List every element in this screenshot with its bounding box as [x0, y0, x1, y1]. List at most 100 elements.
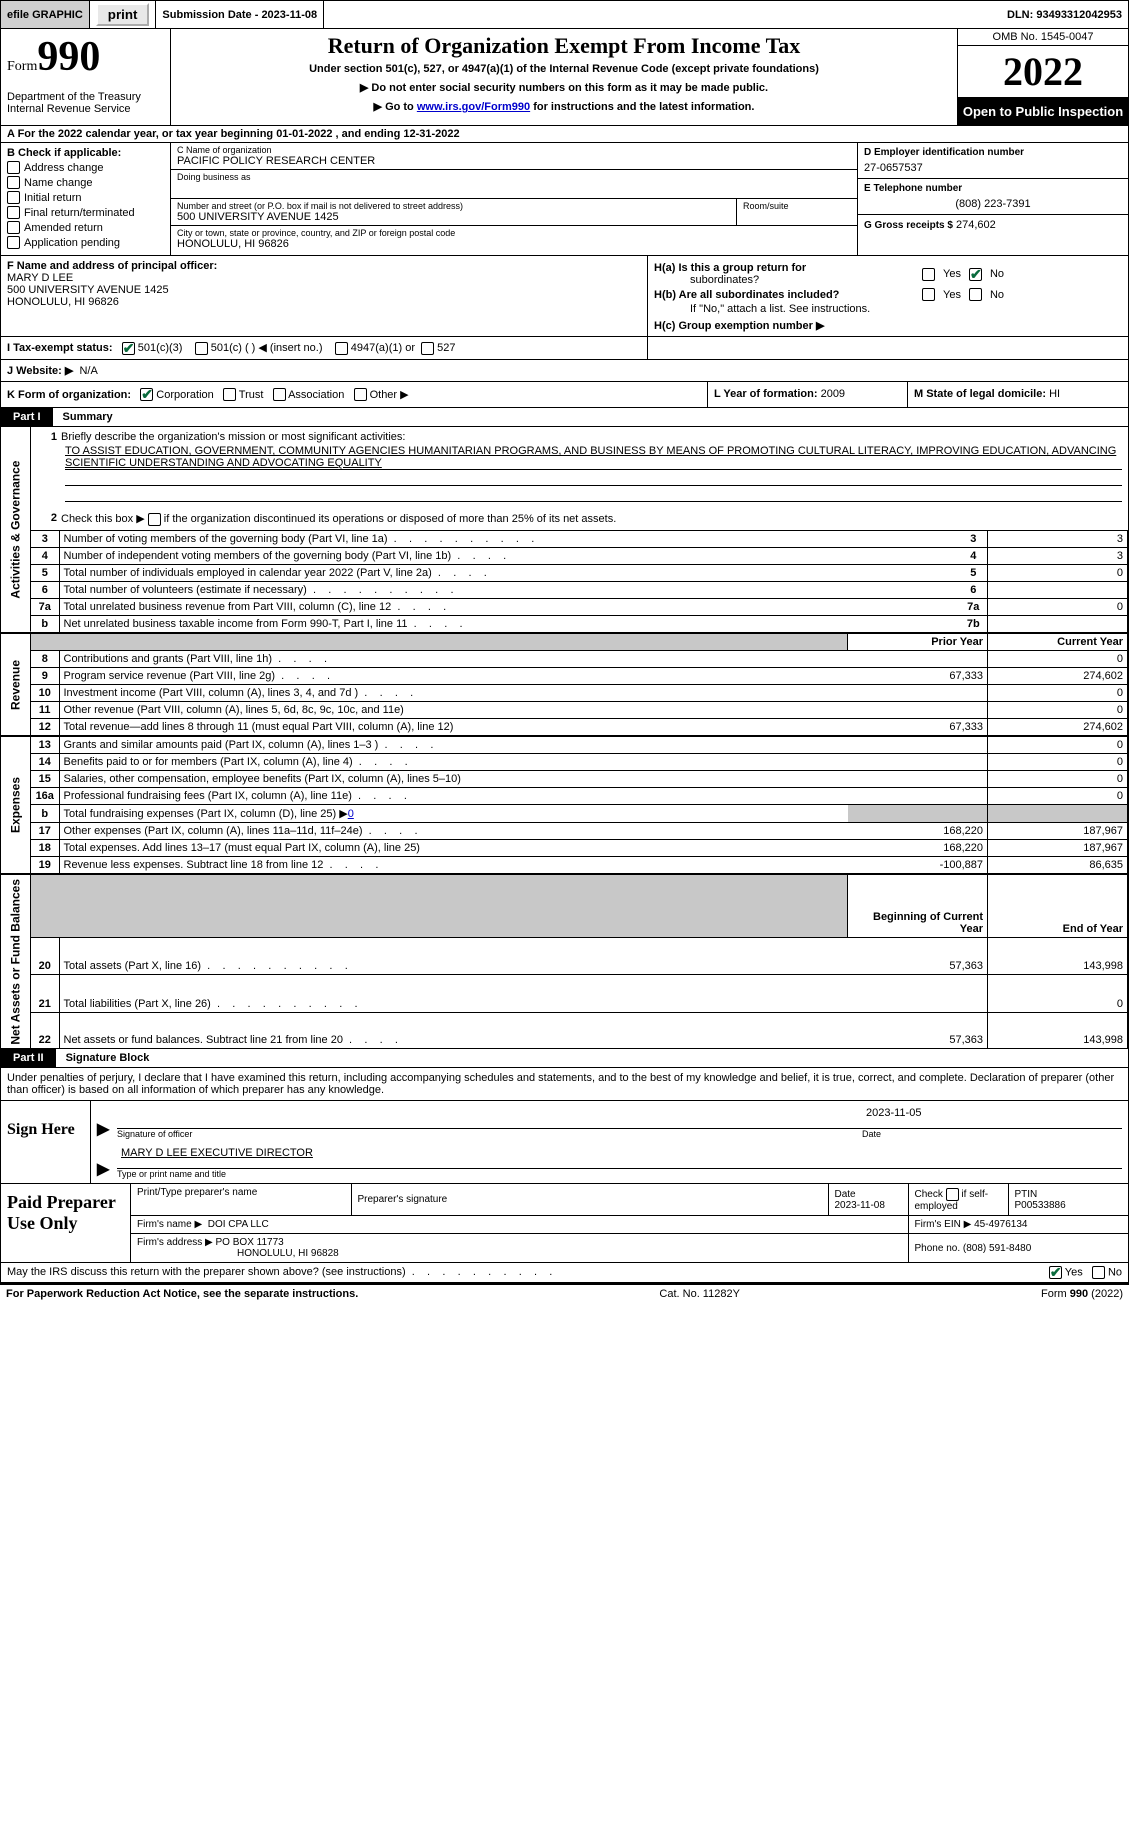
org-name: PACIFIC POLICY RESEARCH CENTER — [177, 155, 851, 167]
table-row: 16aProfessional fundraising fees (Part I… — [31, 787, 1128, 804]
table-row: 17Other expenses (Part IX, column (A), l… — [31, 822, 1128, 839]
officer-name: MARY D LEE — [7, 272, 641, 284]
irs-link[interactable]: www.irs.gov/Form990 — [417, 101, 530, 113]
table-row: 5 Total number of individuals employed i… — [31, 564, 1128, 581]
ha-yes-checkbox[interactable] — [922, 268, 935, 281]
chk-discontinued[interactable] — [148, 513, 161, 526]
hb-yes-checkbox[interactable] — [922, 288, 935, 301]
name-sublabel: Type or print name and title — [117, 1169, 1122, 1179]
form-subtitle: Under section 501(c), 527, or 4947(a)(1)… — [177, 63, 951, 75]
org-name-cell: C Name of organization PACIFIC POLICY RE… — [171, 143, 857, 170]
room-label: Room/suite — [743, 201, 851, 211]
ein-cell: D Employer identification number 27-0657… — [858, 143, 1128, 179]
officer-addr2: HONOLULU, HI 96826 — [7, 296, 641, 308]
checkbox-icon — [7, 191, 20, 204]
prep-self-cell: Check if self-employed — [908, 1184, 1008, 1216]
topbar-spacer — [324, 1, 1001, 28]
hb-note: If "No," attach a list. See instructions… — [654, 303, 1122, 315]
firm-ein-cell: Firm's EIN ▶ 45-4976134 — [908, 1216, 1128, 1234]
chk-trust[interactable] — [223, 388, 236, 401]
table-row: bTotal fundraising expenses (Part IX, co… — [31, 804, 1128, 822]
footer-bottom: For Paperwork Reduction Act Notice, see … — [0, 1283, 1129, 1303]
tel-cell: E Telephone number (808) 223-7391 — [858, 179, 1128, 215]
print-button[interactable]: print — [96, 3, 150, 26]
chk-name-change[interactable]: Name change — [7, 176, 164, 189]
revenue-table: Prior Year Current Year 8Contributions a… — [31, 634, 1128, 735]
date-sublabel: Date — [862, 1129, 1122, 1139]
fundraise-link[interactable]: 0 — [348, 808, 354, 820]
chk-self-employed[interactable] — [946, 1188, 959, 1201]
header-center: Return of Organization Exempt From Incom… — [171, 29, 958, 125]
table-row: 10Investment income (Part VIII, column (… — [31, 684, 1128, 701]
row-k-form-org: K Form of organization: Corporation Trus… — [1, 382, 708, 408]
chk-501c3[interactable] — [122, 342, 135, 355]
ein-value: 27-0657537 — [864, 162, 1122, 174]
table-row: 21Total liabilities (Part X, line 26)0 — [31, 975, 1128, 1012]
table-row: 8Contributions and grants (Part VIII, li… — [31, 650, 1128, 667]
tax-year: 2022 — [958, 46, 1128, 98]
header-right: OMB No. 1545-0047 2022 Open to Public In… — [958, 29, 1128, 125]
col-c-org-info: C Name of organization PACIFIC POLICY RE… — [171, 143, 858, 255]
hb-no-checkbox[interactable] — [969, 288, 982, 301]
gross-value: 274,602 — [956, 219, 996, 231]
col-f-officer: F Name and address of principal officer:… — [1, 256, 648, 336]
line1-text: Briefly describe the organization's miss… — [61, 431, 405, 443]
line1-block: 1 Briefly describe the organization's mi… — [31, 427, 1128, 531]
chk-discuss-no[interactable] — [1092, 1266, 1105, 1279]
chk-address-change[interactable]: Address change — [7, 161, 164, 174]
table-row: 3 Number of voting members of the govern… — [31, 531, 1128, 548]
chk-final-return[interactable]: Final return/terminated — [7, 206, 164, 219]
table-row: Beginning of Current Year End of Year — [31, 875, 1128, 938]
chk-other[interactable] — [354, 388, 367, 401]
chk-initial-return[interactable]: Initial return — [7, 191, 164, 204]
table-row: 4 Number of independent voting members o… — [31, 547, 1128, 564]
city-cell: City or town, state or province, country… — [171, 226, 857, 252]
officer-name-typed: MARY D LEE EXECUTIVE DIRECTOR — [117, 1145, 1122, 1169]
hb-row: H(b) Are all subordinates included? Yes … — [654, 288, 1122, 301]
dln-label: DLN: 93493312042953 — [1001, 1, 1128, 28]
col-b-checkboxes: B Check if applicable: Address change Na… — [1, 143, 171, 255]
officer-signature[interactable] — [117, 1105, 862, 1129]
firm-name-cell: Firm's name ▶ DOI CPA LLC — [131, 1216, 908, 1234]
ha-no-checkbox[interactable] — [969, 268, 982, 281]
chk-discuss-yes[interactable] — [1049, 1266, 1062, 1279]
vlabel-governance: Activities & Governance — [1, 427, 31, 632]
chk-amended-return[interactable]: Amended return — [7, 221, 164, 234]
arrow-icon: ▶ — [97, 1119, 117, 1139]
form-number: 990 — [37, 34, 100, 80]
form-word: Form — [7, 59, 37, 74]
form-note-ssn: ▶ Do not enter social security numbers o… — [177, 81, 951, 94]
address-row: Number and street (or P.O. box if mail i… — [171, 199, 857, 226]
efile-label: efile GRAPHIC — [1, 1, 90, 28]
table-row: 13Grants and similar amounts paid (Part … — [31, 737, 1128, 754]
signature-sublabel: Signature of officer — [117, 1129, 862, 1139]
table-row: 12Total revenue—add lines 8 through 11 (… — [31, 718, 1128, 735]
chk-527[interactable] — [421, 342, 434, 355]
part2-header: Part II Signature Block — [0, 1049, 1129, 1068]
dba-label: Doing business as — [177, 172, 851, 182]
street-value: 500 UNIVERSITY AVENUE 1425 — [177, 211, 730, 223]
chk-assoc[interactable] — [273, 388, 286, 401]
part1-title: Summary — [53, 408, 123, 426]
open-to-public: Open to Public Inspection — [958, 98, 1128, 125]
table-row: 20Total assets (Part X, line 16)57,36314… — [31, 937, 1128, 974]
checkbox-icon — [7, 176, 20, 189]
table-row: 9Program service revenue (Part VIII, lin… — [31, 667, 1128, 684]
hb-label: H(b) Are all subordinates included? — [654, 289, 914, 301]
chk-app-pending[interactable]: Application pending — [7, 236, 164, 249]
checkbox-icon — [7, 206, 20, 219]
row-l-year: L Year of formation: 2009 — [708, 382, 908, 408]
chk-corp[interactable] — [140, 388, 153, 401]
section-bcd: B Check if applicable: Address change Na… — [0, 143, 1129, 256]
gross-label: G Gross receipts $ — [864, 220, 953, 231]
ein-label: D Employer identification number — [864, 147, 1122, 158]
governance-table: 3 Number of voting members of the govern… — [31, 531, 1128, 632]
arrow-icon: ▶ — [97, 1159, 117, 1179]
chk-501c[interactable] — [195, 342, 208, 355]
chk-4947[interactable] — [335, 342, 348, 355]
form-title: Return of Organization Exempt From Incom… — [177, 33, 951, 59]
omb-number: OMB No. 1545-0047 — [958, 29, 1128, 46]
part2-title: Signature Block — [56, 1049, 160, 1067]
table-row: 7a Total unrelated business revenue from… — [31, 598, 1128, 615]
signature-declaration: Under penalties of perjury, I declare th… — [0, 1068, 1129, 1101]
